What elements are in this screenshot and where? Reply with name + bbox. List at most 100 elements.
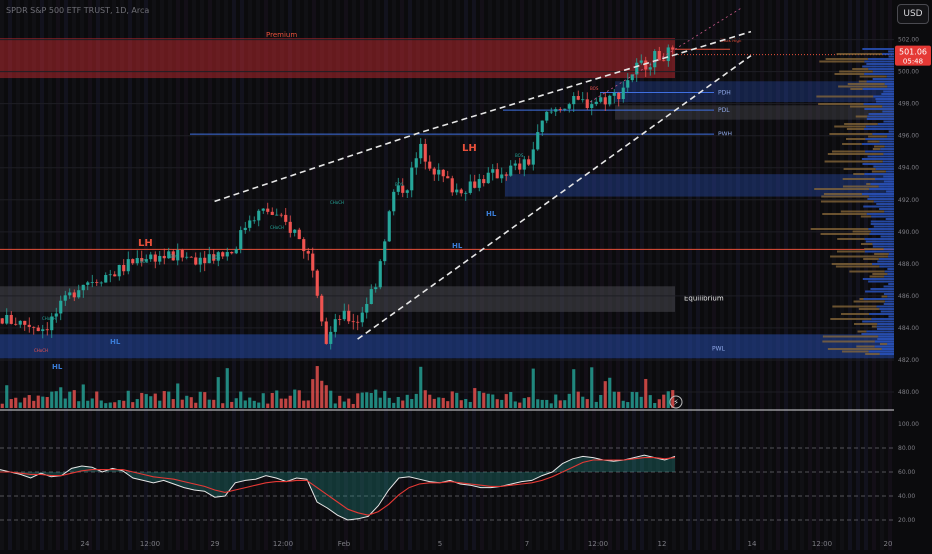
volume-bar xyxy=(482,392,486,408)
volume-bar xyxy=(171,399,175,408)
profile-bar xyxy=(883,285,894,288)
candle-body xyxy=(608,95,612,105)
profile-bar xyxy=(872,273,888,275)
session-stripe xyxy=(552,0,556,550)
profile-bar xyxy=(874,340,894,343)
candle-body xyxy=(468,181,472,193)
profile-bar xyxy=(818,103,864,105)
candle-body xyxy=(131,259,135,264)
chart-title: SPDR S&P 500 ETF TRUST, 1D, Arca xyxy=(6,6,150,15)
time-tick: 29 xyxy=(211,540,220,548)
candle-body xyxy=(459,189,463,194)
volume-bar xyxy=(401,400,405,408)
candle-body xyxy=(279,214,283,216)
volume-bar xyxy=(410,399,414,408)
volume-bar xyxy=(45,397,49,408)
profile-bar xyxy=(869,233,894,235)
lightning-icon[interactable] xyxy=(669,395,683,409)
volume-bar xyxy=(522,398,526,408)
volume-bar xyxy=(644,378,648,408)
volume-bar xyxy=(477,391,481,408)
profile-bar xyxy=(862,320,894,323)
session-stripe xyxy=(848,0,852,550)
session-stripe xyxy=(280,0,284,550)
volume-bar xyxy=(356,393,360,408)
candle-body xyxy=(158,255,162,262)
volume-bar xyxy=(464,399,468,408)
profile-bar xyxy=(835,265,880,268)
profile-bar xyxy=(850,105,883,108)
volume-bar xyxy=(176,383,180,408)
profile-bar xyxy=(866,330,894,333)
candle-body xyxy=(500,174,504,179)
profile-bar xyxy=(874,253,889,255)
session-stripe xyxy=(808,0,812,550)
profile-bar xyxy=(876,328,894,330)
volume-bar xyxy=(338,395,342,408)
profile-bar xyxy=(884,275,894,278)
candle-body xyxy=(572,96,576,105)
profile-bar xyxy=(861,158,894,160)
volume-bar xyxy=(5,385,9,408)
profile-bar xyxy=(871,318,894,320)
candle-body xyxy=(437,169,441,175)
currency-button[interactable]: USD xyxy=(897,4,929,24)
profile-bar xyxy=(882,160,894,163)
profile-bar xyxy=(862,278,894,280)
profile-bar xyxy=(883,153,894,155)
session-stripe xyxy=(248,0,252,550)
candle-body xyxy=(243,227,247,231)
candle-body xyxy=(23,320,27,325)
candle-body xyxy=(63,295,67,301)
profile-bar xyxy=(847,83,885,85)
volume-bar xyxy=(81,384,85,408)
candle-body xyxy=(18,320,22,325)
volume-bar xyxy=(419,366,423,408)
volume-bar xyxy=(540,399,544,408)
profile-bar xyxy=(827,153,884,155)
pwl-label: PWL xyxy=(712,346,726,353)
candle-body xyxy=(108,274,112,276)
session-stripe xyxy=(296,0,300,550)
profile-bar xyxy=(879,208,894,210)
profile-bar xyxy=(846,128,864,130)
candle-body xyxy=(329,331,333,344)
profile-bar xyxy=(868,350,894,353)
profile-bar xyxy=(887,295,894,298)
premium-label: Premium xyxy=(266,31,297,39)
profile-bar xyxy=(880,310,894,313)
profile-bar xyxy=(842,143,862,145)
session-stripe xyxy=(136,0,140,550)
candle-body xyxy=(347,310,351,322)
volume-bar xyxy=(234,398,238,408)
volume-bar xyxy=(545,399,549,408)
volume-bar xyxy=(50,391,54,408)
volume-bar xyxy=(162,391,166,408)
discount-zone xyxy=(0,334,894,359)
session-stripe xyxy=(304,0,308,550)
profile-bar xyxy=(858,308,880,310)
session-stripe xyxy=(176,0,180,550)
profile-bar xyxy=(814,188,870,190)
session-stripe xyxy=(472,0,476,550)
structure-label: BOS xyxy=(212,255,221,260)
session-stripe xyxy=(608,0,612,550)
candle-body xyxy=(369,289,373,305)
volume-bar xyxy=(437,397,441,408)
candle-body xyxy=(32,326,36,328)
session-stripe xyxy=(376,0,380,550)
volume-bar xyxy=(536,399,540,408)
profile-bar xyxy=(881,348,894,350)
session-stripe xyxy=(488,0,492,550)
volume-bar xyxy=(14,397,18,408)
session-stripe xyxy=(768,0,772,550)
candle-body xyxy=(207,254,211,264)
profile-bar xyxy=(879,265,894,268)
volume-bar xyxy=(383,391,387,408)
profile-bar xyxy=(860,243,873,245)
session-stripe xyxy=(120,0,124,550)
candle-body xyxy=(396,185,400,192)
profile-bar xyxy=(862,48,894,50)
